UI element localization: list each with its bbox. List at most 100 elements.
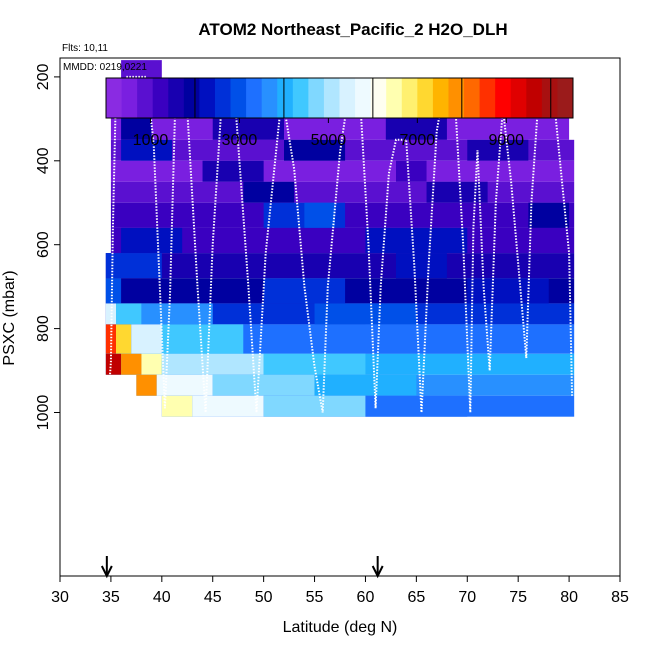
heatmap-cell bbox=[116, 303, 142, 325]
heatmap-cell bbox=[121, 227, 183, 254]
colorbar-swatch bbox=[541, 78, 558, 118]
chart-title: ATOM2 Northeast_Pacific_2 H2O_DLH bbox=[198, 20, 507, 39]
heatmap-cell bbox=[528, 202, 570, 228]
colorbar-swatch bbox=[448, 78, 465, 118]
x-tick-label: 80 bbox=[560, 589, 578, 606]
heatmap-cell bbox=[467, 278, 549, 304]
x-tick-label: 85 bbox=[611, 589, 629, 606]
heatmap-cell bbox=[467, 139, 529, 161]
colorbar-swatch bbox=[355, 78, 372, 118]
colorbar-swatch bbox=[495, 78, 512, 118]
colorbar-swatch bbox=[168, 78, 185, 118]
heatmap-cell bbox=[105, 253, 162, 279]
heatmap-cell bbox=[136, 374, 157, 396]
colorbar-swatch bbox=[370, 78, 387, 118]
colorbar-swatch bbox=[417, 78, 434, 118]
colorbar-tick-label: 7000 bbox=[400, 132, 436, 149]
colorbar-swatch bbox=[214, 78, 232, 118]
colorbar-swatch bbox=[230, 78, 247, 118]
y-axis-label: PSXC (mbar) bbox=[1, 270, 18, 365]
y-tick-label: 800 bbox=[35, 315, 52, 342]
y-tick-label: 600 bbox=[35, 231, 52, 258]
x-tick-label: 45 bbox=[204, 589, 222, 606]
y-tick-label: 400 bbox=[35, 147, 52, 174]
x-tick-label: 60 bbox=[357, 589, 375, 606]
colorbar-swatch bbox=[292, 78, 309, 118]
heatmap-cell bbox=[314, 303, 417, 325]
colorbar-swatch bbox=[121, 78, 138, 118]
heatmap-cell bbox=[110, 160, 575, 182]
y-tick-label: 1000 bbox=[35, 395, 52, 431]
colorbar-swatch bbox=[199, 78, 216, 118]
heatmap-cell bbox=[105, 324, 116, 354]
heatmap-cell bbox=[365, 324, 468, 354]
colorbar-swatch bbox=[106, 78, 123, 118]
colorbar-tick-label: 5000 bbox=[311, 132, 347, 149]
heatmap-cell bbox=[365, 395, 468, 417]
colorbar-swatch bbox=[152, 78, 169, 118]
heatmap-cell bbox=[110, 227, 575, 254]
colorbar-tick-label: 3000 bbox=[222, 132, 258, 149]
heatmap-cell bbox=[426, 181, 488, 203]
latitude-markers bbox=[100, 556, 384, 579]
heatmap-cell bbox=[121, 353, 142, 375]
x-tick-label: 50 bbox=[255, 589, 273, 606]
date-label: MMDD: 0219,0221 bbox=[63, 62, 147, 73]
colorbar-tick-label: 1000 bbox=[133, 132, 169, 149]
colorbar: 1000 3000 5000 7000 9000 bbox=[105, 77, 574, 149]
x-tick-label: 40 bbox=[153, 589, 171, 606]
heatmap-cell bbox=[284, 139, 346, 161]
heatmap-cell bbox=[121, 139, 172, 161]
colorbar-swatch bbox=[339, 78, 356, 118]
heatmap-cell bbox=[141, 353, 162, 375]
x-tick-label: 70 bbox=[458, 589, 476, 606]
colorbar-tick-label: 9000 bbox=[488, 132, 524, 149]
heatmap-cell bbox=[365, 227, 468, 254]
heatmap-cell bbox=[156, 374, 213, 396]
heatmap-cell bbox=[141, 303, 213, 325]
heatmap-layer bbox=[105, 60, 575, 417]
x-axis: 30 35 40 45 50 55 60 65 70 75 80 85 bbox=[51, 575, 629, 606]
heatmap-cell bbox=[396, 160, 427, 182]
colorbar-swatch bbox=[277, 78, 294, 118]
heatmap-cell bbox=[121, 60, 162, 82]
colorbar-swatch bbox=[386, 78, 403, 118]
x-tick-label: 65 bbox=[407, 589, 425, 606]
colorbar-swatch bbox=[261, 78, 278, 118]
colorbar-swatch bbox=[432, 78, 449, 118]
x-tick-label: 30 bbox=[51, 589, 69, 606]
heatmap-cell bbox=[161, 353, 264, 375]
heatmap-cell bbox=[304, 202, 335, 228]
heatmap-cell bbox=[202, 160, 264, 182]
heatmap-cell bbox=[105, 278, 122, 304]
x-tick-label: 35 bbox=[102, 589, 120, 606]
heatmap-cell bbox=[192, 395, 264, 417]
heatmap-cell bbox=[263, 395, 366, 417]
colorbar-swatch bbox=[323, 78, 340, 118]
heatmap-cell bbox=[161, 324, 244, 354]
heatmap-cell bbox=[212, 374, 315, 396]
heatmap-cell bbox=[131, 324, 162, 354]
colorbar-swatch bbox=[308, 78, 325, 118]
heatmap-cell bbox=[116, 324, 132, 354]
colorbar-swatch bbox=[479, 78, 496, 118]
heatmap-cell bbox=[105, 353, 122, 375]
flights-label: Flts: 10,11 bbox=[62, 43, 108, 54]
colorbar-swatch bbox=[557, 78, 574, 118]
colorbar-swatch bbox=[246, 78, 263, 118]
heatmap-cell bbox=[161, 395, 193, 417]
heatmap-cell bbox=[110, 181, 575, 203]
colorbar-swatch bbox=[183, 78, 200, 118]
heatmap-cell bbox=[314, 374, 417, 396]
y-axis: 200 400 600 800 1000 bbox=[35, 63, 61, 431]
heatmap-cell bbox=[396, 253, 447, 279]
heatmap-cell bbox=[243, 181, 295, 203]
colorbar-swatch bbox=[137, 78, 154, 118]
colorbar-swatch bbox=[526, 78, 543, 118]
heatmap-cell bbox=[105, 253, 575, 279]
x-axis-label: Latitude (deg N) bbox=[283, 619, 398, 636]
colorbar-swatch bbox=[464, 78, 481, 118]
colorbar-swatch bbox=[401, 78, 418, 118]
colorbar-frame bbox=[105, 77, 574, 119]
